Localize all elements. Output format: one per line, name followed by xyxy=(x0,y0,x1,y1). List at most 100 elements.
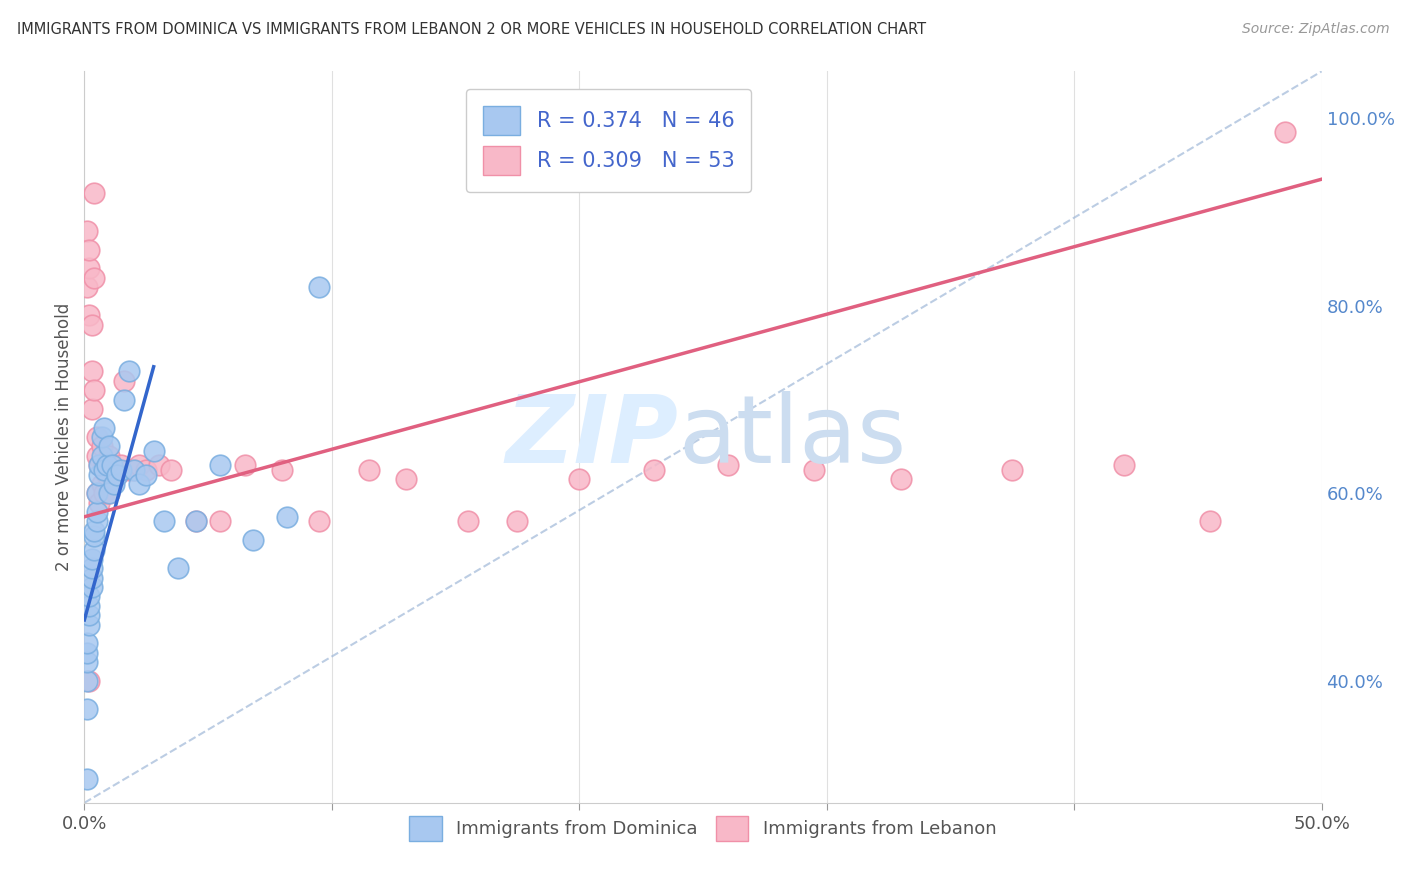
Point xyxy=(167,561,190,575)
Point xyxy=(98,440,121,454)
Point xyxy=(83,270,105,285)
Point xyxy=(98,486,121,500)
Point xyxy=(568,472,591,486)
Point xyxy=(96,458,118,473)
Point xyxy=(89,467,111,482)
Point xyxy=(1274,125,1296,139)
Point xyxy=(184,515,207,529)
Point xyxy=(83,383,105,397)
Point xyxy=(98,449,121,463)
Point xyxy=(79,261,101,276)
Point xyxy=(209,458,232,473)
Point xyxy=(152,515,174,529)
Point xyxy=(308,280,330,294)
Point xyxy=(83,542,105,557)
Point xyxy=(357,463,380,477)
Point xyxy=(86,486,108,500)
Point xyxy=(90,430,112,444)
Point xyxy=(89,496,111,510)
Point xyxy=(76,280,98,294)
Point xyxy=(86,515,108,529)
Point xyxy=(643,463,665,477)
Point xyxy=(122,463,145,477)
Point xyxy=(242,533,264,548)
Point xyxy=(98,486,121,500)
Point xyxy=(79,608,101,623)
Point xyxy=(890,472,912,486)
Point xyxy=(96,467,118,482)
Point xyxy=(90,449,112,463)
Point xyxy=(80,318,103,332)
Point xyxy=(90,477,112,491)
Point xyxy=(128,458,150,473)
Point xyxy=(118,364,141,378)
Point xyxy=(103,477,125,491)
Point xyxy=(209,515,232,529)
Point xyxy=(803,463,825,477)
Point xyxy=(148,458,170,473)
Point xyxy=(93,463,115,477)
Point xyxy=(271,463,294,477)
Point xyxy=(233,458,256,473)
Point xyxy=(105,467,128,482)
Point xyxy=(79,673,101,688)
Point xyxy=(110,463,132,477)
Point xyxy=(100,458,122,473)
Point xyxy=(79,243,101,257)
Point xyxy=(76,636,98,650)
Point xyxy=(76,655,98,669)
Point xyxy=(506,515,529,529)
Point xyxy=(93,486,115,500)
Legend: Immigrants from Dominica, Immigrants from Lebanon: Immigrants from Dominica, Immigrants fro… xyxy=(402,809,1004,848)
Point xyxy=(80,561,103,575)
Point xyxy=(142,444,165,458)
Point xyxy=(103,472,125,486)
Point xyxy=(93,420,115,434)
Point xyxy=(135,467,157,482)
Text: IMMIGRANTS FROM DOMINICA VS IMMIGRANTS FROM LEBANON 2 OR MORE VEHICLES IN HOUSEH: IMMIGRANTS FROM DOMINICA VS IMMIGRANTS F… xyxy=(17,22,927,37)
Point xyxy=(86,505,108,519)
Point xyxy=(1112,458,1135,473)
Point xyxy=(118,463,141,477)
Point xyxy=(395,472,418,486)
Point xyxy=(80,401,103,416)
Point xyxy=(80,552,103,566)
Point xyxy=(128,477,150,491)
Point xyxy=(184,515,207,529)
Point xyxy=(86,430,108,444)
Point xyxy=(76,772,98,787)
Point xyxy=(80,580,103,594)
Point xyxy=(1001,463,1024,477)
Point xyxy=(308,515,330,529)
Point xyxy=(76,646,98,660)
Point xyxy=(80,571,103,585)
Point xyxy=(79,599,101,613)
Text: atlas: atlas xyxy=(678,391,907,483)
Point xyxy=(79,308,101,322)
Point xyxy=(83,186,105,201)
Point xyxy=(457,515,479,529)
Text: ZIP: ZIP xyxy=(505,391,678,483)
Y-axis label: 2 or more Vehicles in Household: 2 or more Vehicles in Household xyxy=(55,303,73,571)
Point xyxy=(79,617,101,632)
Point xyxy=(112,374,135,388)
Text: Source: ZipAtlas.com: Source: ZipAtlas.com xyxy=(1241,22,1389,37)
Point xyxy=(89,458,111,473)
Point xyxy=(112,392,135,407)
Point xyxy=(86,449,108,463)
Point xyxy=(86,486,108,500)
Point xyxy=(122,463,145,477)
Point xyxy=(105,467,128,482)
Point xyxy=(76,702,98,716)
Point xyxy=(76,673,98,688)
Point xyxy=(90,440,112,454)
Point xyxy=(1199,515,1222,529)
Point xyxy=(110,458,132,473)
Point xyxy=(100,458,122,473)
Point xyxy=(160,463,183,477)
Point xyxy=(135,463,157,477)
Point xyxy=(83,528,105,542)
Point xyxy=(276,509,298,524)
Point xyxy=(80,364,103,378)
Point xyxy=(76,224,98,238)
